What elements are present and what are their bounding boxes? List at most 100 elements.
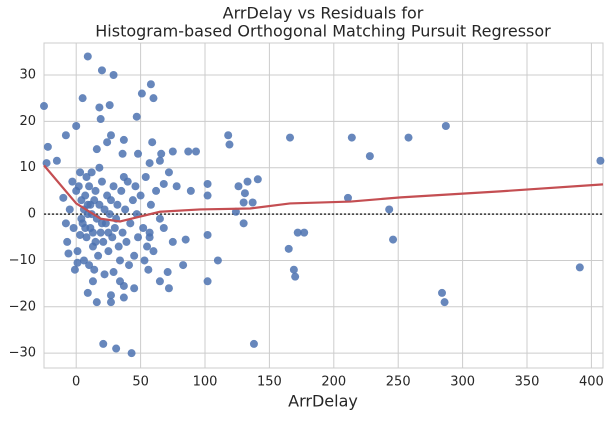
- data-point: [90, 265, 99, 274]
- data-point: [118, 228, 127, 237]
- data-point: [43, 142, 52, 151]
- y-tick-label: 30: [19, 67, 36, 82]
- data-point: [88, 277, 97, 286]
- data-point: [144, 265, 153, 274]
- data-point: [104, 228, 113, 237]
- lowess-line: [43, 164, 604, 223]
- data-point: [106, 196, 115, 205]
- data-point: [191, 147, 200, 156]
- data-point: [203, 277, 212, 286]
- data-point: [130, 251, 139, 260]
- data-point: [113, 200, 122, 209]
- y-tick-label: −10: [9, 253, 36, 268]
- data-point: [437, 288, 446, 297]
- data-point: [74, 182, 83, 191]
- y-tick-label: 10: [19, 160, 36, 175]
- data-point: [224, 131, 233, 140]
- data-point: [140, 256, 149, 265]
- data-point: [128, 196, 137, 205]
- data-point: [94, 251, 103, 260]
- data-point: [81, 223, 90, 232]
- data-point: [440, 298, 449, 307]
- data-point: [61, 131, 70, 140]
- data-point: [97, 66, 106, 75]
- data-point: [119, 135, 128, 144]
- data-point: [157, 149, 166, 158]
- data-point: [186, 186, 195, 195]
- data-point: [79, 256, 88, 265]
- data-point: [234, 182, 243, 191]
- data-point: [95, 163, 104, 172]
- data-point: [213, 256, 222, 265]
- data-point: [164, 284, 173, 293]
- data-point: [164, 168, 173, 177]
- data-point: [109, 70, 118, 79]
- data-point: [81, 191, 90, 200]
- data-point: [239, 198, 248, 207]
- data-point: [86, 200, 95, 209]
- data-point: [83, 288, 92, 297]
- data-point: [65, 205, 74, 214]
- data-point: [248, 198, 257, 207]
- data-point: [83, 52, 92, 61]
- data-point: [293, 228, 302, 237]
- data-point: [249, 339, 258, 348]
- data-point: [389, 235, 398, 244]
- data-point: [125, 261, 134, 270]
- data-point: [97, 177, 106, 186]
- data-point: [52, 156, 61, 165]
- chart-title: ArrDelay vs Residuals for: [223, 4, 424, 23]
- data-point: [289, 265, 298, 274]
- data-point: [155, 214, 164, 223]
- data-point: [122, 237, 131, 246]
- data-point: [68, 177, 77, 186]
- data-point: [99, 339, 108, 348]
- x-tick-label: 300: [450, 375, 475, 390]
- data-point: [115, 256, 124, 265]
- data-point: [109, 182, 118, 191]
- x-tick-label: 50: [132, 375, 149, 390]
- data-point: [225, 140, 234, 149]
- data-point: [63, 237, 72, 246]
- data-point: [72, 121, 81, 130]
- data-point: [88, 228, 97, 237]
- data-point: [70, 265, 79, 274]
- x-tick-label: 400: [579, 375, 604, 390]
- data-point: [103, 138, 112, 147]
- data-point: [64, 249, 73, 258]
- data-point: [155, 277, 164, 286]
- data-point: [97, 219, 106, 228]
- y-tick-label: 20: [19, 114, 36, 129]
- data-point: [127, 349, 136, 358]
- data-point: [126, 219, 135, 228]
- data-point: [96, 228, 105, 237]
- data-point: [96, 115, 105, 124]
- data-point: [159, 179, 168, 188]
- data-point: [106, 298, 115, 307]
- x-tick-label: 0: [72, 375, 80, 390]
- data-point: [118, 149, 127, 158]
- data-point: [243, 177, 252, 186]
- x-tick-label: 250: [386, 375, 411, 390]
- data-point: [148, 138, 157, 147]
- data-point: [105, 210, 114, 219]
- data-point: [284, 244, 293, 253]
- data-point: [152, 186, 161, 195]
- data-point: [181, 235, 190, 244]
- data-point: [145, 228, 154, 237]
- data-point: [82, 233, 91, 242]
- data-point: [347, 133, 356, 142]
- data-point: [136, 191, 145, 200]
- data-point: [131, 182, 140, 191]
- data-point: [385, 205, 394, 214]
- data-point: [149, 247, 158, 256]
- data-point: [77, 214, 86, 223]
- data-point: [168, 237, 177, 246]
- data-point: [69, 223, 78, 232]
- data-point: [291, 272, 300, 281]
- data-point: [59, 193, 68, 202]
- data-point: [596, 156, 605, 165]
- y-tick-label: −20: [9, 299, 36, 314]
- data-point: [300, 228, 309, 237]
